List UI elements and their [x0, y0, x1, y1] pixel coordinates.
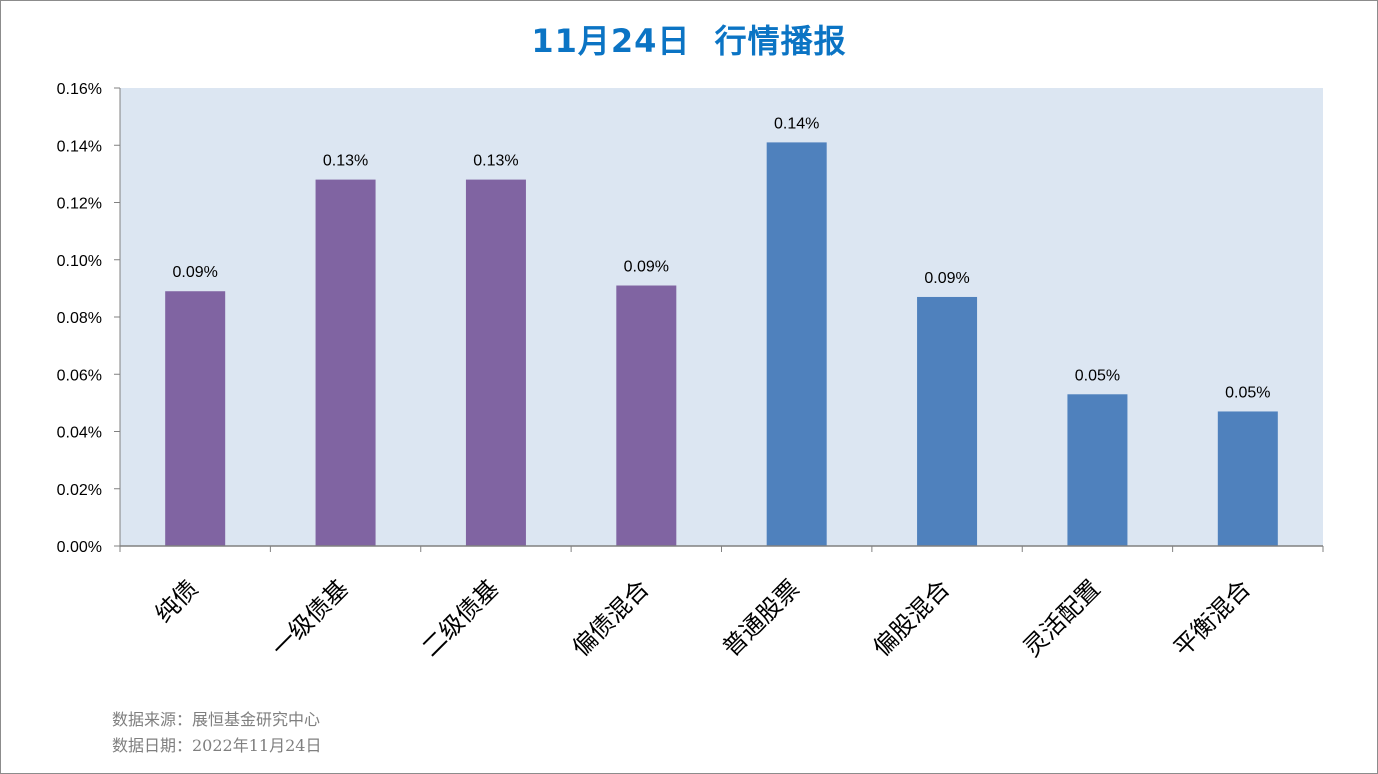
- y-tick-label: 0.04%: [57, 425, 102, 442]
- data-label: 0.09%: [173, 264, 218, 281]
- y-axis: 0.00% 0.02% 0.04% 0.06% 0.08% 0.10% 0.12% 0.14%…: [57, 81, 121, 556]
- data-labels: 0.09% 0.13% 0.13% 0.09% 0.14% 0.09% 0.05% 0.05%: [173, 115, 1271, 401]
- data-label: 0.13%: [473, 153, 518, 170]
- x-axis: 纯债 一级债基 二级债基 偏债混合 普通股票 偏股混合 灵活配置 平衡混合: [119, 545, 1324, 662]
- y-tick-label: 0.16%: [57, 81, 102, 98]
- data-source-note: 数据来源：展恒基金研究中心: [112, 710, 321, 729]
- y-tick-label: 0.06%: [57, 367, 102, 384]
- bars: [165, 142, 1278, 546]
- y-tick-label: 0.10%: [57, 253, 102, 270]
- bar: [315, 179, 376, 546]
- bar: [165, 291, 226, 546]
- bar: [1067, 394, 1128, 546]
- bar: [616, 285, 677, 546]
- bar: [917, 296, 978, 546]
- data-label: 0.05%: [1225, 384, 1270, 401]
- category-label: 偏债混合: [567, 574, 655, 662]
- category-label: 一级债基: [266, 574, 354, 662]
- category-label: 灵活配置: [1018, 574, 1106, 662]
- data-label: 0.05%: [1075, 367, 1120, 384]
- y-tick-label: 0.02%: [57, 482, 102, 499]
- y-tick-label: 0.08%: [57, 310, 102, 327]
- bar: [465, 179, 526, 546]
- data-label: 0.13%: [323, 153, 368, 170]
- bar: [1217, 411, 1278, 546]
- bar: [766, 142, 827, 546]
- y-tick-label: 0.14%: [57, 138, 102, 155]
- category-label: 偏股混合: [868, 574, 956, 662]
- plot-area: [120, 88, 1323, 546]
- chart-title: 11月24日 行情播报: [531, 22, 847, 60]
- category-label: 普通股票: [717, 574, 805, 662]
- plot-background: [120, 88, 1323, 546]
- category-label: 纯债: [150, 574, 204, 628]
- category-label: 平衡混合: [1168, 574, 1256, 662]
- data-label: 0.14%: [774, 115, 819, 132]
- y-tick-label: 0.00%: [57, 539, 102, 556]
- y-tick-label: 0.12%: [57, 196, 102, 213]
- category-label: 二级债基: [416, 574, 504, 662]
- data-label: 0.09%: [924, 270, 969, 287]
- data-label: 0.09%: [624, 259, 669, 276]
- data-date-note: 数据日期：2022年11月24日: [112, 736, 322, 755]
